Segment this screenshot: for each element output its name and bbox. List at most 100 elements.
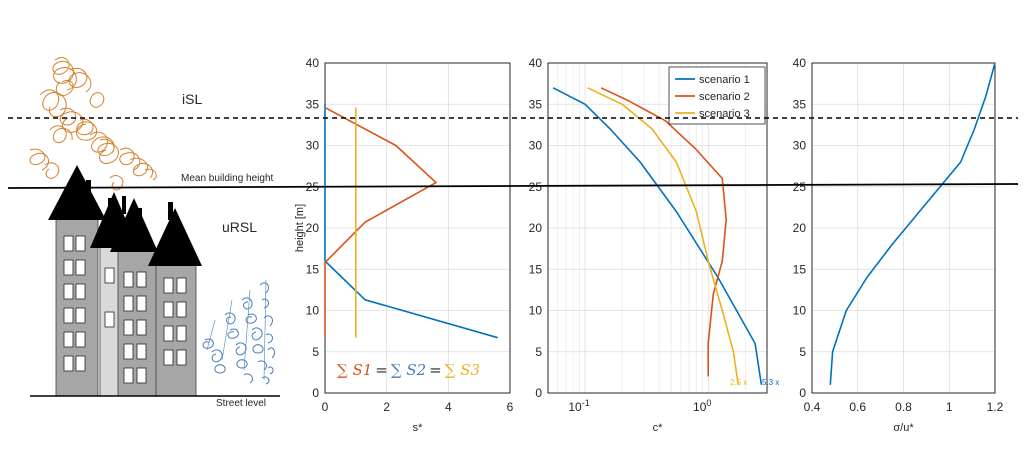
y-tick-label: 40 [793,56,807,70]
y-tick-label: 35 [793,97,807,111]
window [163,349,174,366]
series-line-1 [552,87,763,385]
series-line-1 [829,62,996,385]
y-tick-label: 10 [793,304,807,318]
ursl-label: uRSL [222,219,257,235]
window [176,277,187,294]
window [104,267,115,284]
window [123,319,134,336]
window [104,311,115,328]
window [176,301,187,318]
street-level-label: Street level [216,398,266,409]
legend-entry: scenario 3 [699,108,750,120]
window [176,349,187,366]
y-tick-label: 10 [529,304,543,318]
y-tick-label: 5 [535,345,542,359]
window [123,295,134,312]
x-tick-label: 6 [507,400,514,414]
window [63,235,74,252]
window [136,367,147,384]
turbulent-plume-scribble [29,57,157,191]
x-tick-label: 1 [946,400,953,414]
series-line-3 [587,87,739,385]
window [75,355,86,372]
window [63,331,74,348]
y-tick-label: 0 [535,386,542,400]
y-tick-label: 25 [793,180,807,194]
window [136,271,147,288]
sum-equation: ∑ S1 = ∑ S2 = ∑ S3 [337,361,480,379]
window [163,277,174,294]
window [75,259,86,276]
window [123,343,134,360]
y-tick-label: 30 [529,139,543,153]
y-tick-label: 40 [306,56,320,70]
window [176,325,187,342]
multiplier-annotation: 2.5 x [730,378,747,387]
y-axis-label: height [m] [294,204,306,252]
x-axis-label: c* [653,422,664,434]
x-tick-label: 0.6 [849,400,866,414]
y-tick-label: 35 [306,97,320,111]
y-tick-label: 0 [312,386,319,400]
window [63,307,74,324]
x-tick-label: 0.8 [895,400,912,414]
y-tick-label: 30 [793,139,807,153]
roof-4 [148,208,202,266]
x-tick-label: 0 [322,400,329,414]
isl-label: iSL [182,91,202,107]
buildings [48,165,202,397]
y-tick-label: 10 [306,304,320,318]
x-axis-label: s* [413,422,424,434]
x-tick-label: 0.4 [804,400,821,414]
mean-building-height-line [7,183,1019,189]
window [123,367,134,384]
y-tick-label: 0 [799,386,806,400]
y-tick-label: 40 [529,56,543,70]
y-tick-label: 5 [799,345,806,359]
window [75,283,86,300]
dispersion-scribble [202,279,275,385]
building-tower-4 [155,263,197,397]
roof-3 [110,198,158,252]
y-tick-label: 35 [529,97,543,111]
window [75,307,86,324]
roof-1 [48,165,106,220]
y-tick-label: 20 [793,221,807,235]
axes-box [811,62,996,394]
y-tick-label: 5 [312,345,319,359]
legend-entry: scenario 1 [699,74,750,86]
x-tick-label: 100 [693,398,711,414]
axes-box [547,62,768,394]
window [163,325,174,342]
y-tick-label: 15 [306,262,320,276]
x-tick-label: 4 [445,400,452,414]
mean-height-label: Mean building height [181,173,274,184]
x-tick-label: 10-1 [568,398,589,414]
window [63,259,74,276]
chart-panel-sigma: 0 5 10 15 20 25 30 35 40 0.4 0.6 0.8 1 1.2 σ/u* [793,56,1004,434]
y-tick-label: 20 [306,221,320,235]
window [75,331,86,348]
window [136,295,147,312]
window [123,271,134,288]
x-tick-label: 2 [383,400,390,414]
window [136,319,147,336]
urban-illustration: iSL uRSL Mean building height Street lev… [29,57,280,409]
x-tick-label: 1.2 [987,400,1004,414]
window [75,235,86,252]
window [136,343,147,360]
series-line-2 [324,106,437,338]
series-line-1 [324,104,498,339]
y-tick-label: 15 [529,262,543,276]
legend-entry: scenario 2 [699,91,750,103]
series-line-2 [600,87,728,377]
window [63,355,74,372]
x-axis-label: σ/u* [893,422,914,434]
y-tick-label: 15 [793,262,807,276]
multiplier-annotation: 5.3 x [762,378,779,387]
y-tick-label: 30 [306,139,320,153]
